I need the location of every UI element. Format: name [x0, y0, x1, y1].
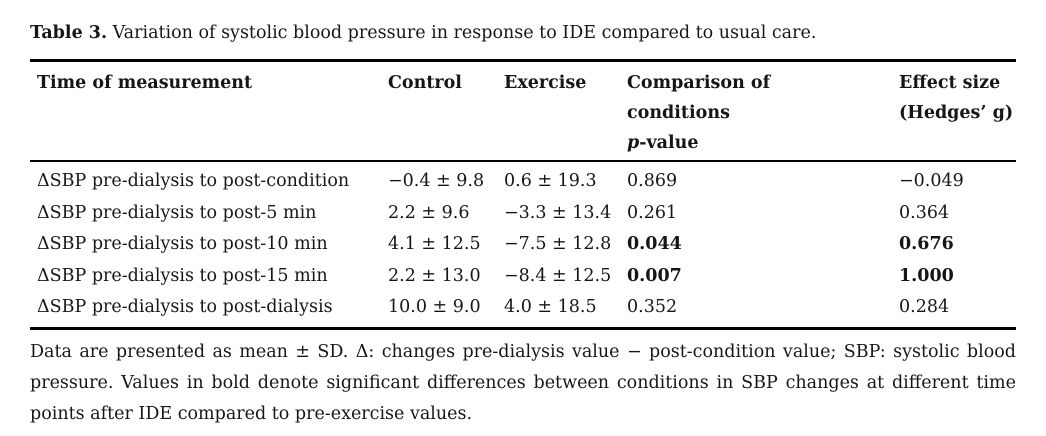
cell-time: ΔSBP pre-dialysis to post-condition	[37, 171, 350, 191]
col-header-pvalue: Comparison of conditions p-value	[627, 60, 899, 162]
cell-pvalue: 0.869	[627, 171, 678, 191]
cell-exercise: −3.3 ± 13.4	[504, 202, 612, 223]
col-header-control: Control	[388, 60, 504, 162]
cell-effect-size: 0.676	[899, 234, 954, 254]
table-row: ΔSBP pre-dialysis to post-10 min 4.1 ± 1…	[30, 229, 1016, 261]
col-header-time: Time of measurement	[30, 60, 388, 162]
cell-exercise: 4.0 ± 18.5	[504, 297, 597, 317]
table-caption: Table 3. Variation of systolic blood pre…	[30, 19, 1016, 47]
table-row: ΔSBP pre-dialysis to post-5 min 2.2 ± 9.…	[30, 198, 1016, 230]
cell-time: ΔSBP pre-dialysis to post-10 min	[37, 234, 328, 254]
table-caption-label: Table 3.	[30, 23, 108, 43]
cell-pvalue: 0.044	[627, 234, 682, 254]
cell-time: ΔSBP pre-dialysis to post-5 min	[37, 202, 317, 223]
col-header-effect: Effect size (Hedges’ g)	[899, 60, 1016, 162]
cell-pvalue: 0.261	[627, 202, 678, 223]
cell-time: ΔSBP pre-dialysis to post-15 min	[37, 265, 328, 286]
table-row: ΔSBP pre-dialysis to post-condition −0.4…	[30, 161, 1016, 198]
footnote-sentence-1: Data are presented as mean ± SD. Δ: chan…	[30, 341, 1016, 393]
header-row: Time of measurement Control Exercise Com…	[30, 60, 1016, 162]
cell-control: 10.0 ± 9.0	[388, 297, 481, 317]
cell-control: 2.2 ± 9.6	[388, 202, 470, 223]
cell-effect-size: −0.049	[899, 171, 964, 191]
cell-effect-size: 1.000	[899, 265, 954, 286]
table-row: ΔSBP pre-dialysis to post-15 min 2.2 ± 1…	[30, 261, 1016, 293]
cell-time: ΔSBP pre-dialysis to post-dialysis	[37, 297, 333, 317]
table-row: ΔSBP pre-dialysis to post-dialysis 10.0 …	[30, 292, 1016, 328]
cell-exercise: 0.6 ± 19.3	[504, 171, 597, 191]
table-footnote: Data are presented as mean ± SD. Δ: chan…	[30, 337, 1016, 430]
cell-pvalue: 0.007	[627, 265, 682, 286]
results-table: Time of measurement Control Exercise Com…	[30, 59, 1016, 330]
cell-control: 4.1 ± 12.5	[388, 234, 481, 254]
cell-exercise: −7.5 ± 12.8	[504, 234, 612, 254]
table-caption-text: Variation of systolic blood pressure in …	[107, 23, 817, 43]
cell-control: 2.2 ± 13.0	[388, 265, 481, 286]
cell-effect-size: 0.364	[899, 202, 950, 223]
cell-pvalue: 0.352	[627, 297, 678, 317]
footnote-sentence-2: Values in bold denote significant differ…	[30, 372, 1016, 424]
cell-control: −0.4 ± 9.8	[388, 171, 485, 191]
col-header-exercise: Exercise	[504, 60, 627, 162]
cell-effect-size: 0.284	[899, 297, 950, 317]
cell-exercise: −8.4 ± 12.5	[504, 265, 612, 286]
